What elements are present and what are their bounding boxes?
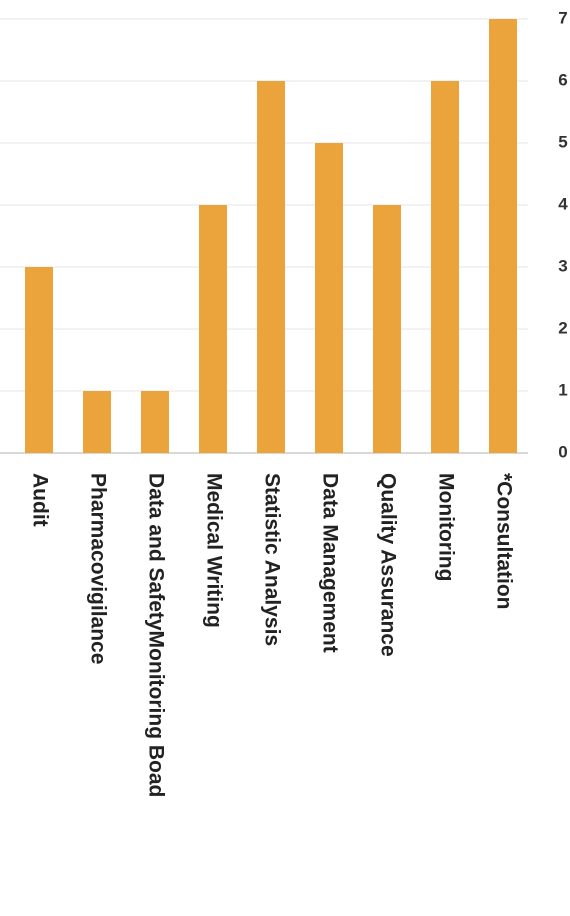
bar — [489, 19, 517, 453]
y-tick-label: 1 — [558, 380, 567, 399]
bar — [257, 81, 285, 453]
bar — [315, 143, 343, 453]
y-axis-ticks: 0 1 2 3 4 5 6 7 — [558, 8, 568, 461]
x-category-label: Quality Assurance — [376, 473, 399, 657]
bar — [83, 391, 111, 453]
x-axis-labels: Audit Pharmacovigilance Data and SafetyMon… — [28, 473, 515, 797]
y-tick-label: 0 — [558, 442, 567, 461]
x-category-label: Statistic Analysis — [260, 473, 283, 646]
bar — [199, 205, 227, 453]
y-tick-label: 3 — [558, 256, 567, 275]
bar — [431, 81, 459, 453]
y-tick-label: 4 — [558, 194, 568, 213]
y-tick-label: 2 — [558, 318, 567, 337]
x-category-label: Pharmacovigilance — [86, 473, 109, 664]
x-category-label: Monitoring — [434, 473, 457, 581]
y-tick-label: 5 — [558, 132, 567, 151]
y-tick-label: 7 — [558, 8, 567, 27]
y-tick-label: 6 — [558, 70, 567, 89]
x-category-label: Data and SafetyMonitoring Boad — [144, 473, 167, 797]
x-category-label: Data Management — [318, 473, 341, 653]
bars — [25, 19, 517, 453]
x-category-label: *Consultation — [492, 473, 515, 610]
bar — [25, 267, 53, 453]
x-category-label: Audit — [28, 473, 51, 527]
bar — [141, 391, 169, 453]
bar — [373, 205, 401, 453]
x-category-label: Medical Writing — [202, 473, 225, 628]
